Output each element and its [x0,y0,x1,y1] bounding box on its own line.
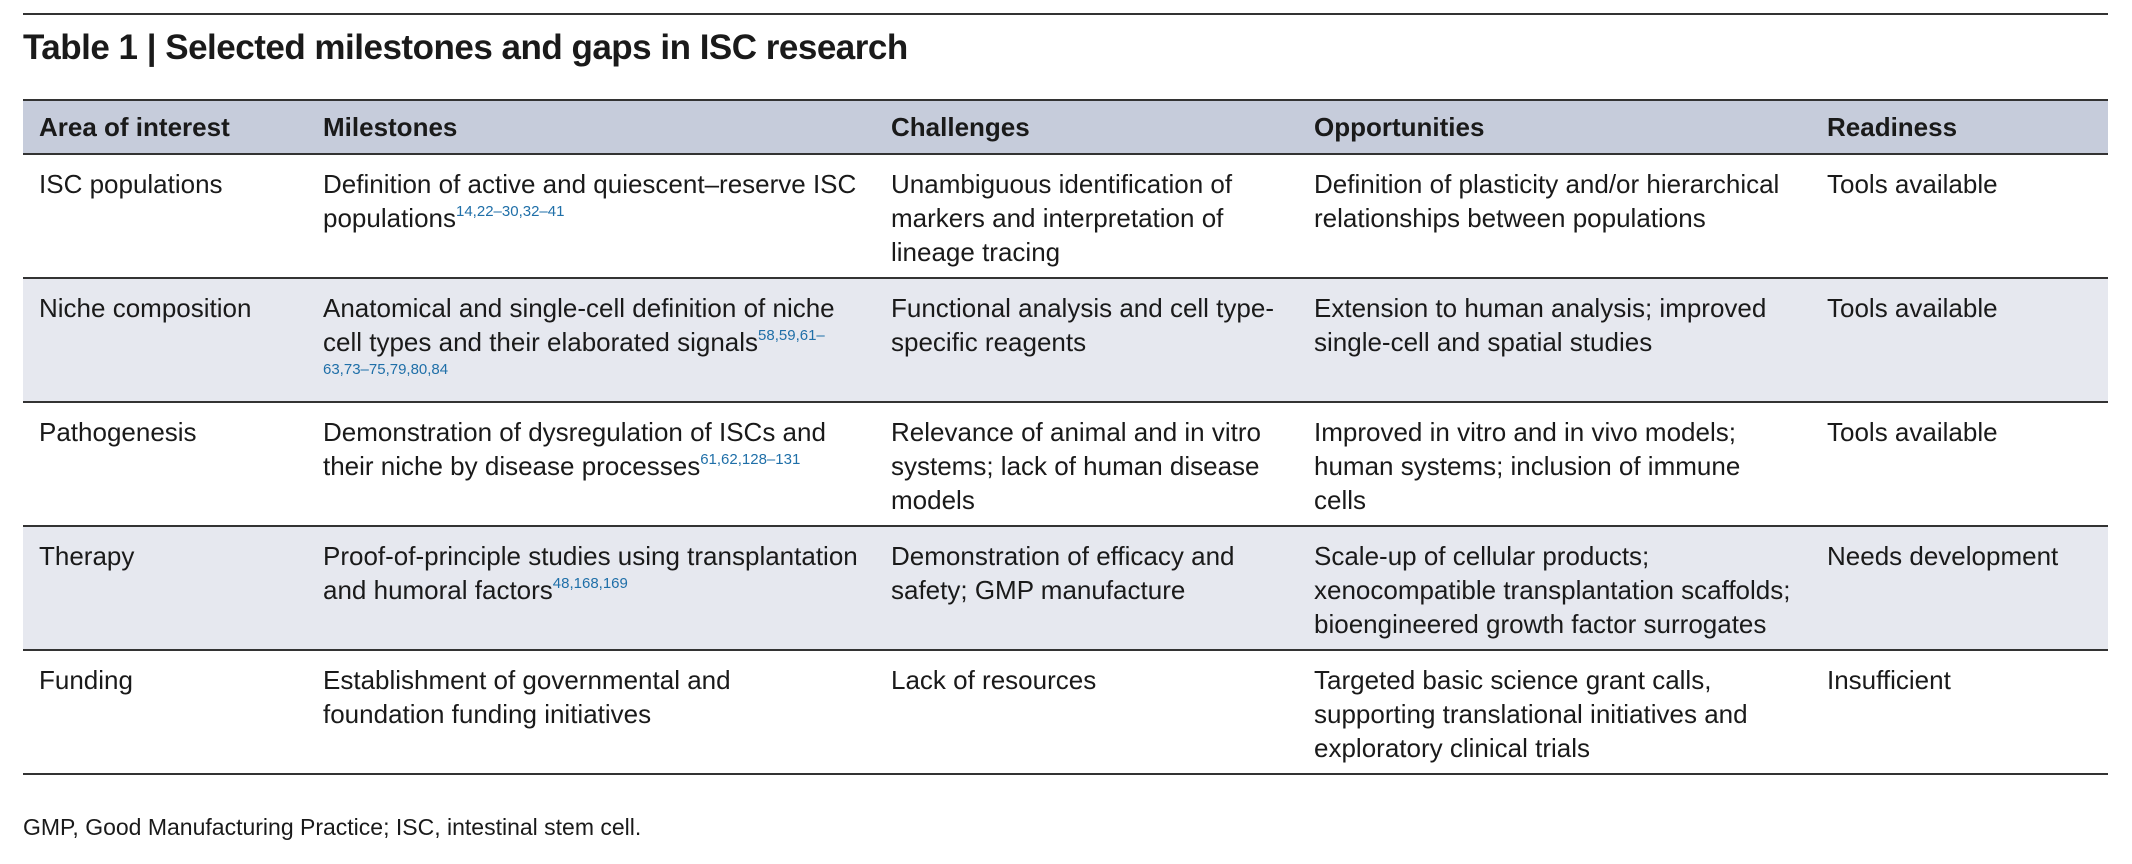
cell-opportunities: Improved in vitro and in vivo models; hu… [1298,402,1811,527]
cell-challenges: Functional analysis and cell type-specif… [875,278,1298,403]
reference-citation: 14,22–30,32–41 [456,203,565,220]
cell-challenges: Lack of resources [875,650,1298,775]
cell-text: Definition of active and quiescent–reser… [323,169,857,233]
cell-challenges: Demonstration of efficacy and safety; GM… [875,526,1298,651]
reference-citation: 48,168,169 [552,575,628,592]
table: Area of interest Milestones Challenges Oppo… [23,99,2108,775]
cell-milestones: Demonstration of dysregulation of ISCs a… [307,402,875,527]
cell-area: Pathogenesis [23,402,307,527]
cell-milestones: Definition of active and quiescent–reser… [307,154,875,279]
table-row: ISC populations Definition of active and … [23,154,2108,279]
table-title: Table 1 | Selected milestones and gaps i… [23,28,908,67]
reference-citation: 58,59,61–63,73–75,79,80,84 [323,327,825,378]
cell-challenges: Unambiguous identification of markers an… [875,154,1298,279]
cell-milestones: Anatomical and single-cell definition of… [307,278,875,403]
table-row: Funding Establishment of governmental and… [23,650,2108,775]
cell-opportunities: Extension to human analysis; improved si… [1298,278,1811,403]
cell-area: Niche composition [23,278,307,403]
reference-citation: 61,62,128–131 [700,451,801,468]
column-header: Milestones [307,99,875,155]
column-header: Opportunities [1298,99,1811,155]
cell-readiness: Insufficient [1811,650,2108,775]
cell-readiness: Needs development [1811,526,2108,651]
header-row: Area of interest Milestones Challenges Oppo… [23,99,2108,155]
cell-area: Funding [23,650,307,775]
cell-opportunities: Targeted basic science grant calls, supp… [1298,650,1811,775]
cell-challenges: Relevance of animal and in vitro systems… [875,402,1298,527]
top-rule [23,13,2108,15]
column-header: Readiness [1811,99,2108,155]
footnote: GMP, Good Manufacturing Practice; ISC, i… [23,814,642,840]
cell-text: Proof-of-principle studies using transpl… [323,541,858,605]
column-header: Area of interest [23,99,307,155]
cell-milestones: Establishment of governmental and founda… [307,650,875,775]
cell-readiness: Tools available [1811,154,2108,279]
cell-milestones: Proof-of-principle studies using transpl… [307,526,875,651]
table-row: Niche composition Anatomical and single-c… [23,278,2108,403]
cell-text: Establishment of governmental and founda… [323,665,731,729]
cell-area: Therapy [23,526,307,651]
table-body: ISC populations Definition of active and … [23,154,2108,775]
cell-opportunities: Definition of plasticity and/or hierarch… [1298,154,1811,279]
cell-text: Anatomical and single-cell definition of… [323,293,835,357]
table-row: Therapy Proof-of-principle studies using … [23,526,2108,651]
cell-text: Demonstration of dysregulation of ISCs a… [323,417,826,481]
cell-opportunities: Scale-up of cellular products; xenocompa… [1298,526,1811,651]
column-header: Challenges [875,99,1298,155]
cell-readiness: Tools available [1811,402,2108,527]
table-row: Pathogenesis Demonstration of dysregulati… [23,402,2108,527]
cell-area: ISC populations [23,154,307,279]
cell-readiness: Tools available [1811,278,2108,403]
